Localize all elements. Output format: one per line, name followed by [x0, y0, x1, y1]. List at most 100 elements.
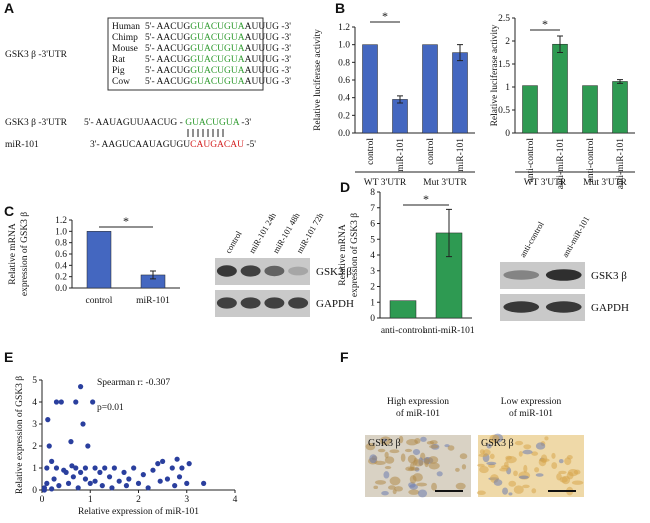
x-axis-label: Relative expression of miR-101 — [78, 506, 199, 517]
micrograph-texture — [558, 470, 567, 475]
panel-label: D — [340, 179, 350, 195]
panel-label: C — [4, 203, 14, 219]
y-tick-label: 2 — [505, 37, 510, 47]
scatter-point — [99, 483, 105, 489]
micrograph-texture — [374, 480, 387, 485]
scatter-point — [160, 458, 166, 464]
blot-band — [240, 265, 261, 277]
y-tick-label: 0.4 — [55, 261, 67, 271]
blot-band — [240, 297, 261, 309]
species-name: Mouse — [112, 44, 138, 54]
significance-star: * — [423, 192, 429, 206]
scatter-point — [87, 480, 93, 486]
stain-label: GSK3 β — [368, 438, 401, 449]
micrograph-title: of miR-101 — [396, 408, 440, 419]
group-label: Mut 3'UTR — [583, 178, 627, 188]
y-axis-label: Relative luciferase activity — [489, 24, 500, 126]
x-tick-label: anti-miR-101 — [556, 138, 566, 189]
micrograph-texture — [513, 470, 518, 477]
micrograph-texture — [534, 467, 540, 473]
sequence-flank: AUUUG -3' — [245, 77, 292, 87]
mirna-label: miR-101 — [5, 140, 39, 150]
x-tick-label: miR-101 — [136, 296, 170, 306]
error-bar — [457, 44, 463, 62]
scatter-point — [140, 472, 146, 478]
x-tick-label: anti-control — [586, 138, 596, 183]
y-tick-label: 0.0 — [338, 129, 350, 139]
micrograph-texture — [522, 484, 530, 489]
band-label: GAPDH — [591, 302, 629, 314]
scatter-point — [82, 465, 89, 471]
y-axis-label: expression of GSK3 β — [19, 212, 30, 296]
micrograph — [478, 435, 584, 497]
bar — [389, 300, 417, 319]
micrograph-texture — [383, 471, 390, 479]
micrograph-texture — [455, 482, 466, 490]
bar — [612, 81, 628, 134]
x-tick-label: control — [86, 296, 113, 306]
y-axis-label: Relative luciferase activity — [312, 29, 323, 131]
micrograph-texture — [493, 479, 503, 486]
scatter-point — [126, 476, 132, 482]
scatter-point — [186, 461, 192, 467]
bar — [522, 85, 538, 134]
micrograph-texture — [365, 443, 376, 451]
scatter-point — [92, 465, 98, 471]
axis-line — [41, 380, 235, 491]
error-bar — [557, 35, 563, 53]
stat-annotation: p=0.01 — [97, 403, 124, 413]
scatter-point — [184, 480, 190, 486]
sequence-flank: 5'- AACUG — [145, 77, 190, 87]
micrograph-texture — [408, 467, 420, 471]
y-tick-label: 0.8 — [55, 239, 67, 249]
bar — [422, 44, 438, 134]
micrograph-texture — [508, 480, 517, 487]
micrograph-texture — [489, 453, 495, 460]
bar — [582, 85, 598, 134]
blot-band — [288, 297, 309, 309]
micrograph-texture — [571, 480, 584, 485]
scatter-point — [102, 465, 108, 471]
y-tick-label: 5 — [32, 376, 37, 386]
y-tick-label: 4 — [32, 398, 37, 408]
sequence-flank: 5'- AACUG — [145, 55, 190, 65]
x-tick-label: 0 — [40, 495, 45, 505]
x-tick-label: miR-101 — [456, 138, 466, 172]
y-tick-label: 2 — [32, 442, 37, 452]
blot-band — [545, 301, 582, 313]
group-label: WT 3'UTR — [364, 178, 407, 188]
utr-label: GSK3 β -3'UTR — [5, 118, 68, 128]
scatter-point — [78, 384, 84, 390]
scatter-point — [145, 485, 151, 491]
x-tick-label: anti-miR-101 — [423, 326, 474, 336]
seed-site: GUACUGUA — [190, 77, 245, 87]
micrograph-texture — [564, 457, 572, 466]
scatter-point — [164, 476, 171, 482]
scatter-point — [85, 443, 91, 449]
scatter-point — [53, 465, 60, 471]
y-axis-label: expression of GSK3 β — [349, 213, 360, 297]
y-tick-label: 1.2 — [338, 23, 350, 33]
sequence-flank: AUUUG -3' — [245, 66, 292, 76]
species-name: Pig — [112, 66, 125, 76]
micrograph-texture — [408, 489, 420, 495]
scatter-point — [58, 399, 64, 405]
species-sequence: 5'- AACUGGUACUGUAAUUUG -3' — [145, 22, 291, 32]
micrograph-texture — [447, 445, 455, 451]
micrograph-texture — [417, 489, 428, 498]
scatter-point — [157, 478, 163, 484]
seed-site: GUACUGUA — [190, 66, 245, 76]
band-label: GAPDH — [316, 298, 354, 310]
scatter-point — [69, 463, 75, 469]
species-name: Chimp — [112, 33, 138, 43]
scatter-point — [78, 469, 84, 475]
micrograph-texture — [420, 436, 427, 442]
scatter-point — [92, 478, 98, 484]
scatter-point — [65, 480, 72, 486]
micrograph-texture — [412, 459, 424, 467]
species-sequence: 5'- AACUGGUACUGUAAUUUG -3' — [145, 44, 291, 54]
bar — [452, 52, 468, 134]
micrograph-texture — [404, 448, 413, 453]
micrograph-texture — [382, 438, 388, 442]
